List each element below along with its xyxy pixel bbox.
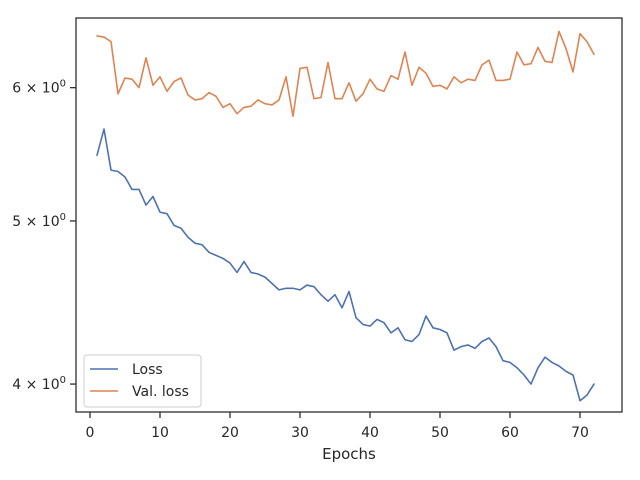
x-tick-label: 0 [86, 425, 95, 441]
x-tick-label: 20 [221, 425, 239, 441]
x-tick-label: 50 [431, 425, 449, 441]
y-tick-label: 4 × 100 [12, 375, 66, 393]
y-tick-label: 5 × 100 [12, 212, 66, 230]
plot-frame [75, 17, 623, 413]
series-line-2 [96, 30, 595, 118]
x-tick-label: 60 [501, 425, 519, 441]
series-layer [96, 30, 595, 402]
legend: Loss Val. loss [83, 354, 202, 408]
plot-area [76, 18, 622, 412]
x-axis-label: Epochs [322, 445, 376, 463]
x-tick-label: 70 [571, 425, 589, 441]
x-tick-label: 30 [291, 425, 309, 441]
x-tick-label: 10 [151, 425, 169, 441]
legend-label-1: Loss [132, 362, 163, 378]
series-line-1 [96, 128, 595, 402]
y-tick-label: 6 × 100 [12, 79, 66, 97]
legend-label-2: Val. loss [132, 384, 189, 400]
y-axis: 4 × 100 5 × 100 6 × 100 [12, 79, 76, 393]
x-axis: 0 10 20 30 40 50 60 70 [86, 412, 589, 441]
x-tick-label: 40 [361, 425, 379, 441]
legend-box [83, 354, 202, 408]
